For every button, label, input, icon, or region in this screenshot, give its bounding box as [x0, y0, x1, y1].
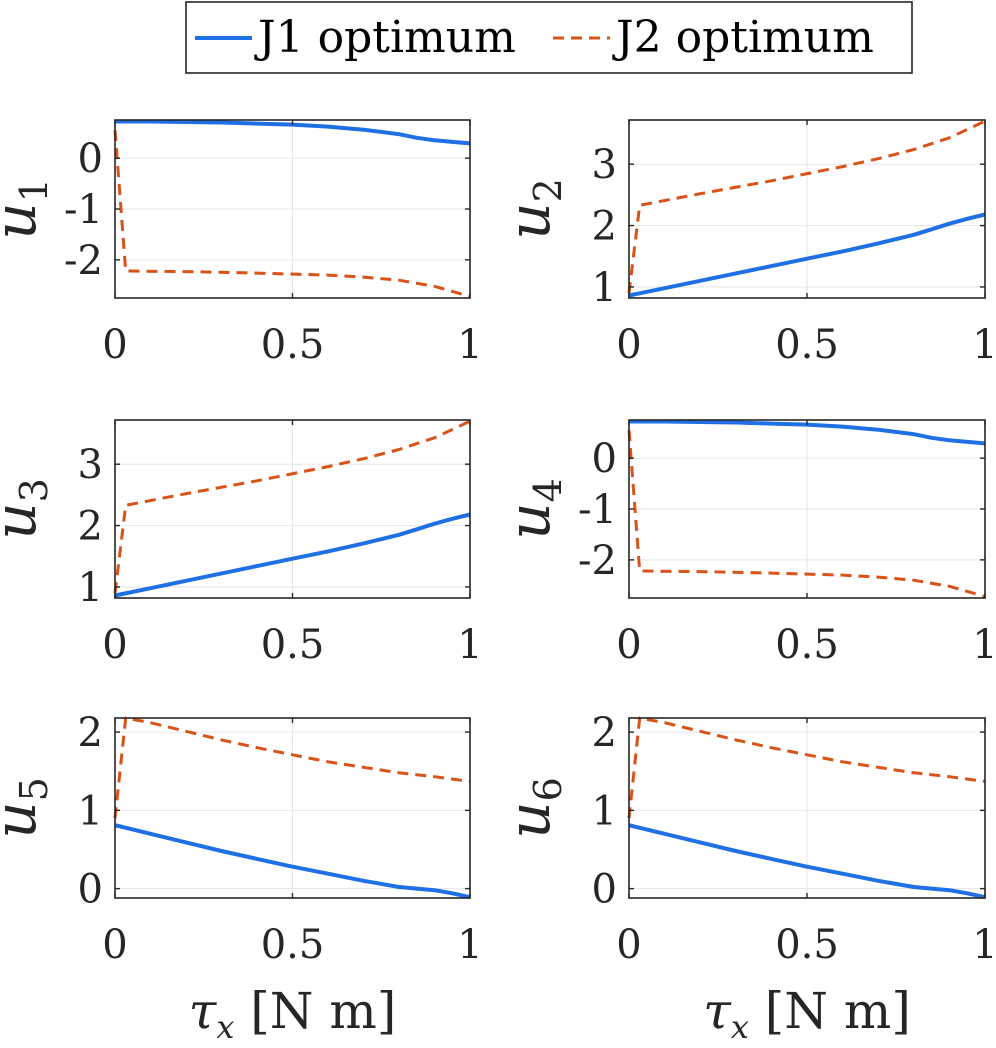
x-tick-label-0: 0 [102, 922, 127, 968]
y-tick-label-1: 2 [78, 504, 103, 550]
y-tick-label-1: 1 [78, 788, 103, 834]
series-j2-line [113, 130, 471, 298]
x-tick-label-1: 0.5 [261, 922, 325, 968]
y-axis-label: u2 [495, 178, 570, 240]
y-axis-label: u4 [495, 478, 570, 540]
subplot-u6: 0 0.5 1 0 1 2 u6 τx [N m] [495, 710, 996, 1046]
series-j2-line [627, 716, 986, 819]
x-tick-label-1: 0.5 [775, 922, 839, 968]
y-tick-label-2: 3 [592, 142, 617, 188]
series-j2-line [627, 119, 986, 294]
x-tick-label-2: 1 [457, 622, 482, 668]
x-tick-label-2: 1 [457, 922, 482, 968]
subplot-u4: 0 0.5 1 -2 -1 0 u4 [495, 419, 996, 668]
y-tick-label-1: -1 [578, 487, 617, 533]
series-j1-line [115, 119, 471, 146]
x-tick-label-1: 0.5 [775, 622, 839, 668]
x-axis-label: τx [N m] [189, 982, 397, 1046]
y-tick-label-0: -2 [64, 238, 103, 284]
y-tick-label-0: -2 [578, 538, 617, 584]
x-tick-label-0: 0 [616, 922, 641, 968]
series-j2-line [627, 430, 986, 598]
series-j2-line [113, 419, 471, 594]
x-tick-label-2: 1 [972, 622, 996, 668]
subplots: 0 0.5 1 -2 -1 0 u1 0 0.5 1 1 2 3 u2 0 0.5 1 1 2 3 u3 0 0.5 1 -2 -… [0, 119, 996, 1046]
legend-label-j1: J1 optimum [254, 12, 516, 63]
y-tick-label-0: 0 [78, 867, 103, 913]
y-tick-label-1: 2 [592, 204, 617, 250]
series-j1-line [628, 823, 986, 900]
y-tick-label-0: 0 [592, 867, 617, 913]
x-tick-label-0: 0 [102, 322, 127, 368]
series-j2-line [113, 716, 471, 819]
y-axis-label: u3 [0, 478, 56, 540]
x-tick-label-0: 0 [616, 622, 641, 668]
legend: J1 optimum J2 optimum [185, 1, 913, 74]
x-tick-label-2: 1 [972, 922, 996, 968]
y-tick-label-2: 2 [78, 710, 103, 756]
y-tick-label-2: 2 [592, 710, 617, 756]
x-tick-label-1: 0.5 [261, 322, 325, 368]
series-j1-line [114, 823, 471, 900]
y-tick-label-0: 1 [592, 265, 617, 311]
subplot-u1: 0 0.5 1 -2 -1 0 u1 [0, 119, 483, 368]
legend-box [185, 1, 913, 74]
subplot-u5: 0 0.5 1 0 1 2 u5 τx [N m] [0, 710, 483, 1046]
x-tick-label-0: 0 [102, 622, 127, 668]
y-tick-label-2: 0 [78, 136, 103, 182]
subplot-u3: 0 0.5 1 1 2 3 u3 [0, 419, 483, 668]
series-j1-line [629, 419, 986, 446]
series-j1-line [114, 512, 471, 598]
y-axis-label: u1 [0, 178, 56, 240]
y-tick-label-2: 3 [78, 442, 103, 488]
x-tick-label-0: 0 [616, 322, 641, 368]
legend-label-j2: J2 optimum [612, 12, 874, 63]
x-axis-label: τx [N m] [703, 982, 911, 1046]
y-tick-label-1: 1 [592, 788, 617, 834]
y-tick-label-0: 1 [78, 565, 103, 611]
x-tick-label-1: 0.5 [261, 622, 325, 668]
y-tick-label-2: 0 [592, 436, 617, 482]
x-tick-label-2: 1 [972, 322, 996, 368]
subplot-u2: 0 0.5 1 1 2 3 u2 [495, 119, 996, 368]
y-tick-label-1: -1 [64, 187, 103, 233]
x-tick-label-1: 0.5 [775, 322, 839, 368]
y-axis-label: u6 [495, 777, 570, 839]
series-j1-line [628, 212, 986, 298]
y-axis-label: u5 [0, 777, 56, 839]
x-tick-label-2: 1 [457, 322, 482, 368]
